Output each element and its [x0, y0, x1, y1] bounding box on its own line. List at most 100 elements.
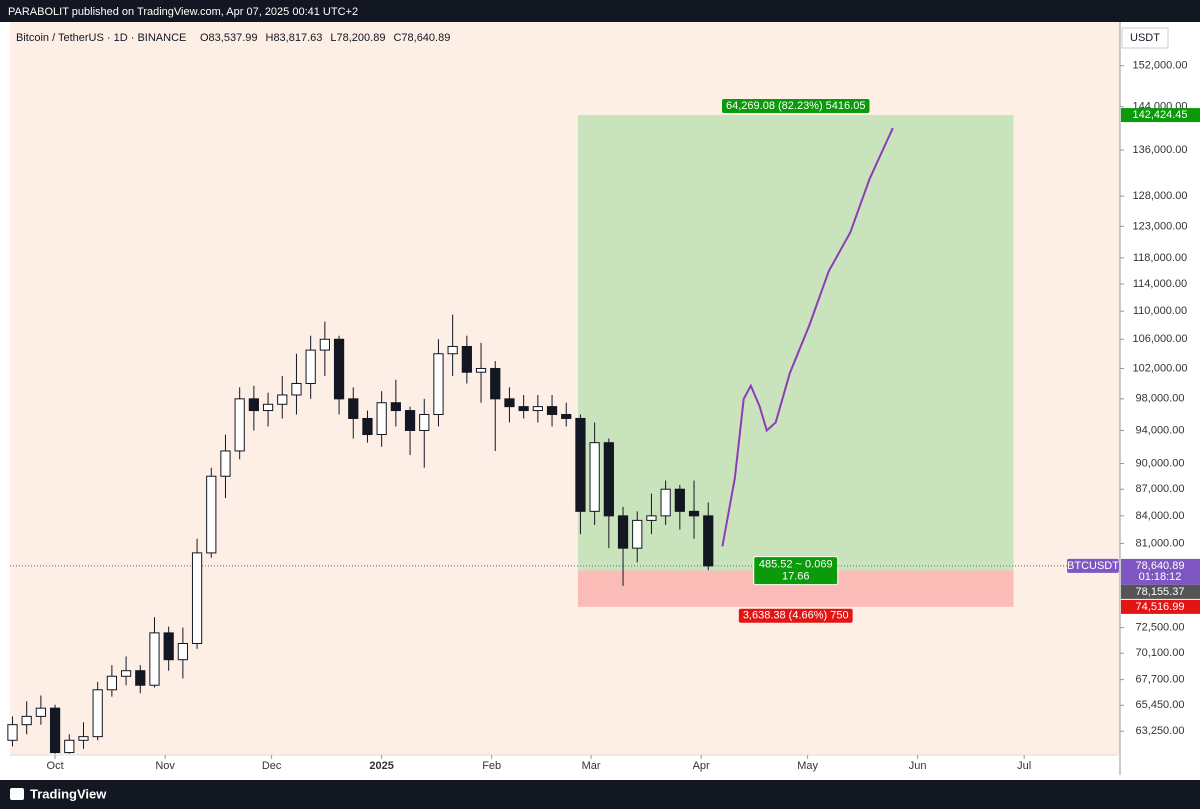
candle-body [206, 475, 217, 554]
y-tick-label: 98,000.00 [1136, 393, 1185, 405]
candle-body [277, 394, 288, 405]
ohlc-label: C78,640.89 [393, 32, 450, 44]
entry-tag: 78,155.37 [1136, 586, 1185, 598]
candle-body [149, 632, 160, 686]
candle-body [390, 402, 401, 412]
y-tick-label: 94,000.00 [1136, 424, 1185, 436]
brand-logo [10, 788, 24, 800]
candle-body [376, 402, 387, 436]
footer [0, 780, 1200, 809]
candle-body [532, 406, 543, 412]
candle-body [603, 442, 614, 517]
brand: TradingView [30, 786, 107, 801]
y-tick-label: 102,000.00 [1132, 362, 1187, 374]
candle-body [660, 488, 671, 517]
x-tick-label: Nov [155, 760, 175, 772]
candle-body [35, 707, 46, 717]
candle-body [504, 398, 515, 408]
candle-body [78, 736, 89, 741]
candle-body [362, 417, 373, 436]
candle-body [674, 488, 685, 512]
candle-body [404, 410, 416, 431]
candle-body [546, 406, 558, 415]
candle-body [191, 552, 203, 644]
candle-body [632, 519, 643, 549]
projection-line [721, 127, 894, 547]
candle-body [461, 345, 472, 373]
candle-body [291, 383, 302, 396]
candle-body [589, 442, 600, 512]
y-tick-label: 152,000.00 [1132, 60, 1187, 72]
target-tag: 142,424.45 [1132, 109, 1187, 121]
candle-body [49, 707, 61, 754]
candle-body [617, 515, 629, 549]
profit-label-bg [722, 99, 870, 114]
candle-body [248, 398, 259, 412]
candle-body [305, 349, 316, 385]
stop-tag: 74,516.99 [1136, 601, 1185, 613]
x-tick-label: Jul [1017, 760, 1031, 772]
candle-body [703, 515, 714, 567]
candle-body [561, 413, 572, 419]
candle-body [433, 353, 444, 415]
profit-label: 64,269.08 (82.23%) 5416.05 [726, 100, 865, 112]
y-tick-label: 84,000.00 [1136, 510, 1185, 522]
y-tick-label: 106,000.00 [1132, 333, 1187, 345]
candle-body [490, 367, 501, 400]
y-tick-label: 81,000.00 [1136, 537, 1185, 549]
target-tag-bg [1121, 108, 1200, 123]
current-price-tag: 78,640.89 [1136, 560, 1185, 572]
top-bar [0, 0, 1200, 22]
entry-tag-bg [1121, 584, 1200, 599]
y-tick-label: 123,000.00 [1132, 220, 1187, 232]
candle-body [163, 632, 174, 661]
stop-tag-bg [1121, 599, 1200, 614]
ohlc-label: H83,817.63 [266, 32, 323, 44]
entry-label-bg [753, 556, 839, 586]
candle-body [518, 406, 529, 412]
x-tick-label: Dec [262, 760, 282, 772]
candle-body [64, 739, 75, 754]
candle-body [419, 413, 430, 431]
candle-body [688, 510, 700, 517]
candle-body [234, 398, 245, 452]
y-tick-label: 110,000.00 [1133, 305, 1187, 317]
candle-body [262, 403, 274, 412]
candle-body [447, 345, 458, 355]
y-tick-label: 128,000.00 [1132, 190, 1187, 202]
candle-body [177, 642, 188, 661]
loss-label: 3,638.38 (4.66%) 750 [743, 610, 849, 622]
x-tick-label: Jun [909, 760, 927, 772]
y-tick-label: 87,000.00 [1136, 483, 1185, 495]
y-tick-label: 63,250.00 [1136, 725, 1185, 737]
current-price-tag-bg [1121, 558, 1200, 585]
ohlc-label: L78,200.89 [330, 32, 385, 44]
candle-body [348, 398, 359, 419]
candle-body [7, 724, 18, 741]
candle-body [475, 367, 487, 373]
symbol-tag-bg [1067, 558, 1119, 573]
candle-body [646, 515, 657, 521]
candle-body [333, 338, 345, 400]
x-tick-label: Feb [482, 760, 501, 772]
countdown: 01:18:12 [1139, 571, 1182, 583]
y-tick-label: 65,450.00 [1136, 699, 1185, 711]
y-tick-label: 70,100.00 [1136, 647, 1185, 659]
candle-body [106, 675, 117, 691]
x-tick-label: May [797, 760, 818, 772]
candle-body [135, 670, 146, 686]
publish-info: PARABOLIT published on TradingView.com, … [8, 6, 358, 18]
unit: USDT [1130, 32, 1160, 44]
symbol-tag: BTCUSDT [1067, 560, 1119, 572]
x-tick-label: Apr [693, 760, 710, 772]
y-tick-label: 72,500.00 [1136, 622, 1185, 634]
candle-body [319, 338, 330, 351]
x-tick-label: 2025 [369, 760, 393, 772]
y-tick-label: 67,700.00 [1136, 674, 1185, 686]
profit-zone [577, 115, 1014, 571]
unit-box [1121, 27, 1169, 49]
loss-label-bg [738, 608, 853, 623]
candle-body [92, 689, 103, 738]
symbol: Bitcoin / TetherUS · 1D · BINANCE [16, 32, 186, 44]
